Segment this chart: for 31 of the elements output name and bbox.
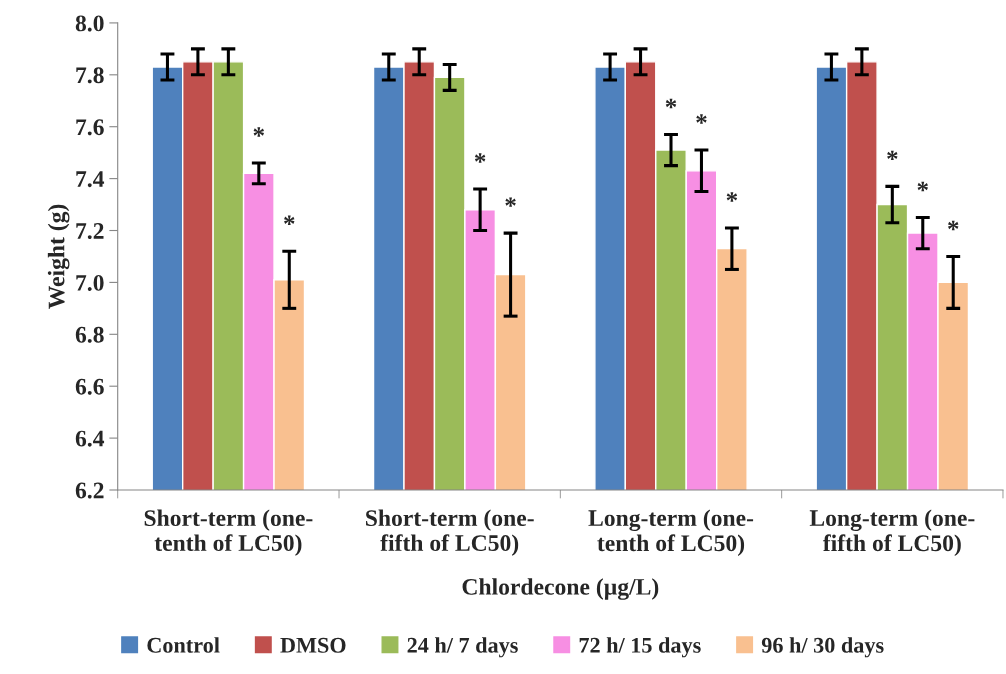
y-tick-label: 7.0 (76, 274, 104, 291)
y-tick-label: 6.2 (75, 482, 104, 499)
data-label: * (284, 215, 295, 225)
y-tick-label: 6.6 (75, 378, 104, 395)
data-label: * (253, 127, 265, 137)
x-tick-label: Short-term (one- fifth of LC50) (366, 509, 534, 556)
y-tick-label: 8.0 (75, 15, 104, 32)
data-label: * (948, 220, 959, 231)
y-tick-label: 7.4 (76, 171, 105, 188)
data-label: * (474, 153, 486, 163)
y-tick-label: 6.4 (75, 430, 105, 447)
y-tick-label: 7.2 (76, 223, 104, 240)
y-axis-title: Weight (g) (47, 204, 70, 309)
x-tick-label: Long-term (one- fifth of LC50) (809, 509, 975, 557)
data-label: * (505, 197, 516, 207)
legend-label: 24 h/ 7 days (407, 637, 518, 658)
data-label: * (887, 150, 898, 161)
data-label: * (917, 181, 928, 192)
y-tick-label: 7.6 (76, 119, 104, 136)
legend-label: DMSO (280, 637, 346, 653)
data-label: * (665, 98, 677, 109)
legend-label: 72 h/ 15 days (579, 637, 701, 658)
legend-label: 96 h/ 30 days (761, 637, 884, 658)
data-label: * (726, 192, 738, 202)
data-label: * (696, 114, 707, 124)
y-tick-label: 6.8 (75, 326, 104, 343)
y-tick-label: 7.8 (76, 67, 104, 84)
x-axis-title: Chlordecone (µg/L) (462, 578, 659, 600)
x-tick-label: Short-term (one- tenth of LC50) (144, 509, 313, 556)
legend-label: Control (147, 637, 220, 653)
x-tick-label: Long-term (one- tenth of LC50) (588, 509, 754, 557)
